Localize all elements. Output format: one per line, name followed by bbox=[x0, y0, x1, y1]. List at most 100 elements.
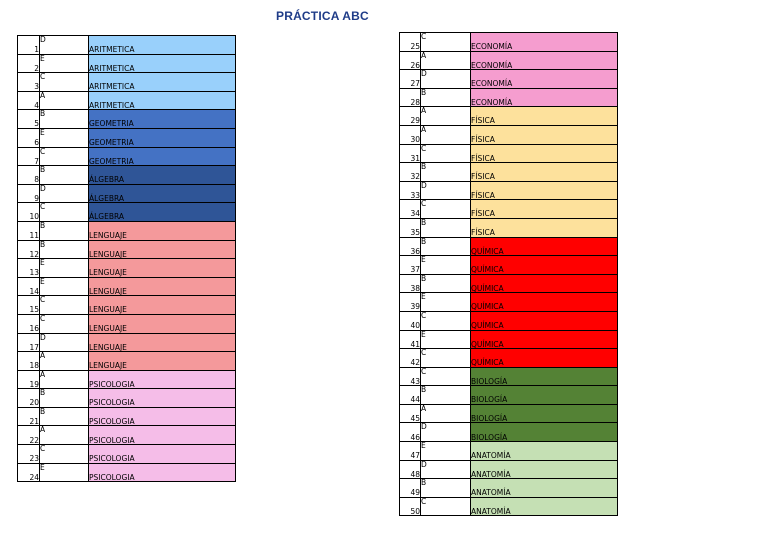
question-number: 48 bbox=[399, 459, 421, 480]
table-row: 33 D FÍSICA bbox=[399, 180, 618, 201]
subject-label: PSICOLOGIA bbox=[88, 462, 236, 483]
question-number: 38 bbox=[399, 273, 421, 294]
question-number: 6 bbox=[17, 127, 40, 148]
answer-letter: B bbox=[39, 406, 89, 427]
table-row: 28 B ECONOMÍA bbox=[399, 87, 618, 108]
answer-key-table-left: 1 D ARITMETICA 2 E ARITMETICA 3 C ARITMETICA 4 A AR… bbox=[17, 35, 236, 483]
answer-letter: C bbox=[39, 295, 89, 315]
answer-letter: E bbox=[39, 53, 89, 74]
table-row: 10 C ÁLGEBRA bbox=[17, 202, 236, 222]
table-row: 11 B LENGUAJE bbox=[17, 220, 236, 241]
table-row: 14 E LENGUAJE bbox=[17, 276, 236, 297]
question-number: 33 bbox=[399, 180, 421, 201]
table-row: 2 E ARITMETICA bbox=[17, 53, 236, 74]
question-number: 40 bbox=[399, 310, 421, 331]
question-number: 25 bbox=[399, 32, 421, 52]
table-row: 37 E QUÍMICA bbox=[399, 255, 618, 275]
subject-label: FÍSICA bbox=[470, 180, 618, 201]
question-number: 16 bbox=[17, 313, 40, 334]
answer-letter: C bbox=[420, 199, 471, 219]
question-number: 17 bbox=[17, 332, 40, 353]
question-number: 30 bbox=[399, 124, 421, 145]
subject-label: ANATOMÍA bbox=[470, 459, 618, 480]
question-number: 21 bbox=[17, 406, 40, 427]
question-number: 5 bbox=[17, 109, 40, 129]
question-number: 49 bbox=[399, 478, 421, 498]
answer-letter: C bbox=[39, 444, 89, 464]
question-number: 42 bbox=[399, 348, 421, 368]
answer-letter: D bbox=[420, 180, 471, 201]
question-number: 24 bbox=[17, 462, 40, 483]
question-number: 37 bbox=[399, 255, 421, 275]
answer-letter: B bbox=[420, 273, 471, 294]
answer-letter: A bbox=[420, 124, 471, 145]
question-number: 13 bbox=[17, 258, 40, 278]
table-row: 13 E LENGUAJE bbox=[17, 258, 236, 278]
subject-label: ANATOMÍA bbox=[470, 478, 618, 498]
table-row: 9 D ÁLGEBRA bbox=[17, 183, 236, 204]
question-number: 27 bbox=[399, 69, 421, 89]
table-row: 42 C QUÍMICA bbox=[399, 348, 618, 368]
answer-letter: B bbox=[420, 87, 471, 108]
subject-label: LENGUAJE bbox=[88, 332, 236, 353]
table-row: 31 C FÍSICA bbox=[399, 143, 618, 164]
table-row: 40 C QUÍMICA bbox=[399, 310, 618, 331]
question-number: 18 bbox=[17, 351, 40, 371]
question-number: 39 bbox=[399, 292, 421, 312]
answer-letter: A bbox=[420, 50, 471, 71]
question-number: 29 bbox=[399, 106, 421, 126]
table-row: 41 E QUÍMICA bbox=[399, 329, 618, 350]
answer-letter: B bbox=[39, 165, 89, 185]
subject-label: FÍSICA bbox=[470, 199, 618, 219]
subject-label: LENGUAJE bbox=[88, 276, 236, 297]
answer-letter: C bbox=[420, 348, 471, 368]
question-number: 31 bbox=[399, 143, 421, 164]
subject-label: PSICOLOGIA bbox=[88, 444, 236, 464]
answer-letter: A bbox=[420, 403, 471, 424]
subject-label: ARITMETICA bbox=[88, 72, 236, 92]
answer-letter: B bbox=[39, 109, 89, 129]
question-number: 35 bbox=[399, 217, 421, 238]
answer-letter: E bbox=[39, 127, 89, 148]
question-number: 22 bbox=[17, 425, 40, 446]
table-row: 4 A ARITMETICA bbox=[17, 90, 236, 111]
question-number: 8 bbox=[17, 165, 40, 185]
table-row: 36 B QUÍMICA bbox=[399, 236, 618, 257]
table-row: 44 B BIOLOGÍA bbox=[399, 385, 618, 405]
subject-label: BIOLOGÍA bbox=[470, 366, 618, 387]
subject-label: ECONOMÍA bbox=[470, 50, 618, 71]
question-number: 50 bbox=[399, 496, 421, 517]
subject-label: FÍSICA bbox=[470, 143, 618, 164]
answer-letter: C bbox=[420, 496, 471, 517]
question-number: 44 bbox=[399, 385, 421, 405]
answer-letter: D bbox=[39, 332, 89, 353]
subject-label: LENGUAJE bbox=[88, 239, 236, 260]
question-number: 11 bbox=[17, 220, 40, 241]
question-number: 14 bbox=[17, 276, 40, 297]
answer-letter: D bbox=[420, 69, 471, 89]
table-row: 6 E GEOMETRIA bbox=[17, 127, 236, 148]
answer-letter: E bbox=[420, 441, 471, 461]
page-title: PRÁCTICA ABC bbox=[276, 9, 369, 23]
subject-label: BIOLOGÍA bbox=[470, 385, 618, 405]
question-number: 19 bbox=[17, 369, 40, 390]
subject-label: ECONOMÍA bbox=[470, 32, 618, 52]
answer-letter: C bbox=[39, 202, 89, 222]
table-row: 32 B FÍSICA bbox=[399, 162, 618, 182]
answer-letter: B bbox=[39, 220, 89, 241]
table-row: 16 C LENGUAJE bbox=[17, 313, 236, 334]
question-number: 34 bbox=[399, 199, 421, 219]
subject-label: LENGUAJE bbox=[88, 295, 236, 315]
subject-label: QUÍMICA bbox=[470, 329, 618, 350]
subject-label: QUÍMICA bbox=[470, 292, 618, 312]
subject-label: GEOMETRIA bbox=[88, 146, 236, 167]
question-number: 47 bbox=[399, 441, 421, 461]
table-row: 17 D LENGUAJE bbox=[17, 332, 236, 353]
answer-letter: A bbox=[39, 351, 89, 371]
subject-label: ANATOMÍA bbox=[470, 496, 618, 517]
subject-label: ARITMETICA bbox=[88, 53, 236, 74]
table-row: 20 B PSICOLOGIA bbox=[17, 388, 236, 408]
answer-letter: B bbox=[420, 217, 471, 238]
subject-label: ARITMETICA bbox=[88, 35, 236, 55]
subject-label: FÍSICA bbox=[470, 124, 618, 145]
